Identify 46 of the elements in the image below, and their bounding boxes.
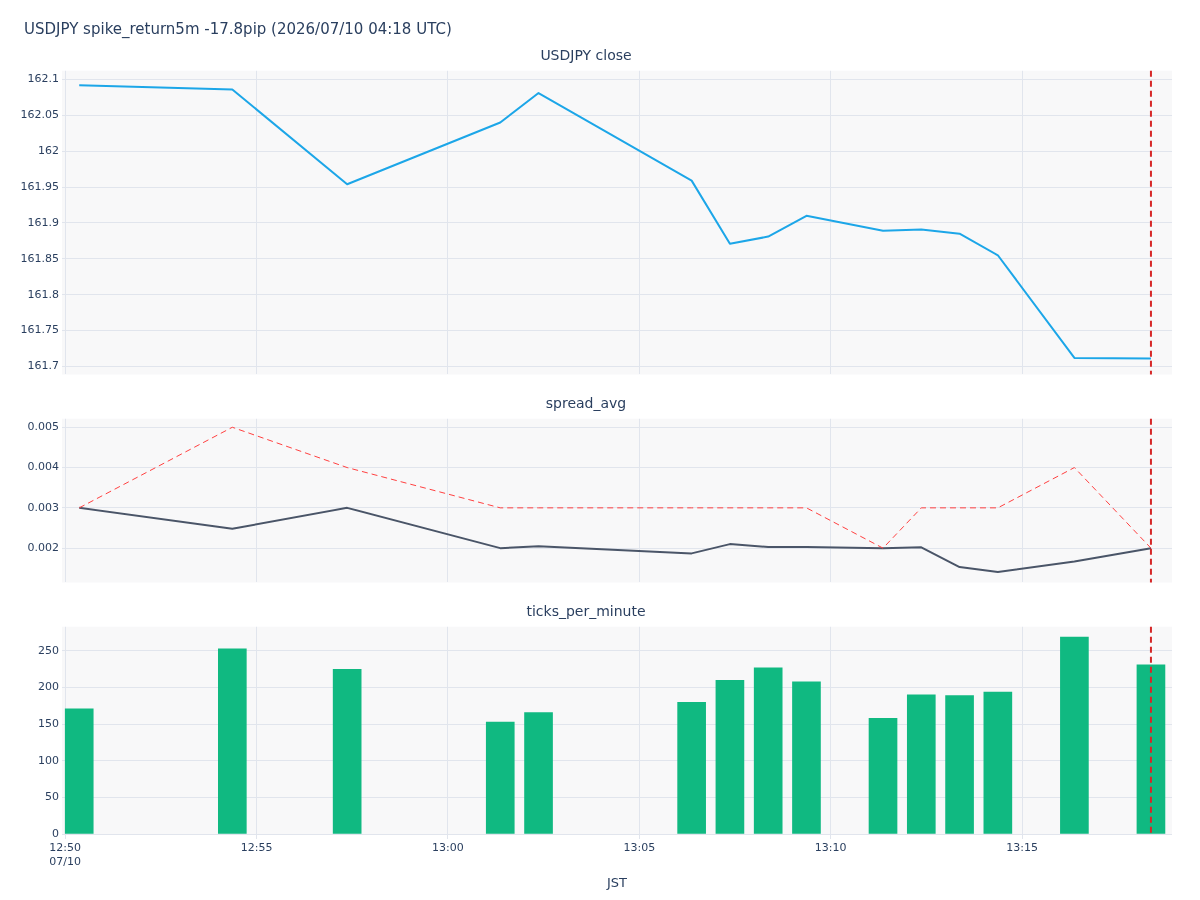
y-tick-label: 150 (38, 717, 59, 731)
y-tick-label: 162.1 (27, 72, 59, 86)
chart-title: spread_avg (545, 395, 627, 412)
x-tick-label: 12:55 (240, 841, 273, 855)
bar (715, 679, 745, 834)
y-tick-label: 162 (38, 144, 59, 158)
bar (1136, 664, 1166, 834)
y-tick-label: 50 (45, 790, 59, 804)
y-tick-label: 161.95 (20, 179, 59, 193)
y-tick-label: 161.75 (20, 323, 59, 337)
chart-title: ticks_per_minute (526, 603, 646, 620)
bar (983, 691, 1013, 834)
bar (485, 721, 515, 834)
chart-title: USDJPY close (540, 47, 632, 64)
y-tick-label: 0.005 (27, 420, 59, 434)
y-tick-label: 0 (52, 826, 59, 840)
x-axis-title: JST (605, 874, 628, 890)
x-tick-label: 13:10 (814, 841, 847, 855)
x-tick-label: 12:50 07/10 (49, 841, 82, 868)
y-tick-label: 161.9 (27, 215, 59, 229)
y-tick-label: 250 (38, 643, 59, 657)
y-tick-label: 161.7 (27, 359, 59, 373)
x-tick-label: 13:00 (432, 841, 464, 855)
y-tick-label: 200 (38, 680, 59, 694)
y-tick-label: 0.004 (27, 460, 59, 474)
y-tick-label: 100 (38, 753, 59, 767)
y-tick-label: 161.85 (20, 251, 59, 265)
y-tick-label: 162.05 (20, 108, 59, 122)
x-tick-label: 13:15 (1006, 841, 1038, 855)
y-tick-label: 161.8 (27, 287, 59, 301)
bar (218, 648, 247, 834)
line-series (78, 426, 1152, 549)
bar (868, 717, 898, 834)
bar (792, 681, 821, 834)
bar (753, 667, 783, 834)
y-tick-label: 0.003 (27, 500, 59, 514)
bar (524, 712, 553, 834)
bar (906, 694, 936, 834)
bar (64, 708, 94, 834)
bar (332, 668, 362, 834)
x-tick-label: 13:05 (623, 841, 656, 855)
y-tick-label: 0.002 (27, 541, 59, 555)
bar (945, 695, 974, 834)
bar (677, 701, 706, 834)
bar (1060, 636, 1089, 834)
text: USDJPY spike_return5m -17.8pip (2026/07/10 04:18 UTC) (24, 20, 452, 38)
